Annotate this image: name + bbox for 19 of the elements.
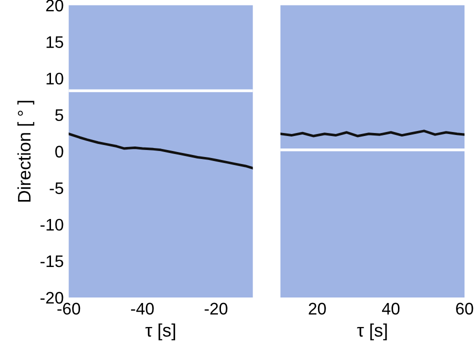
- line-series: [68, 132, 253, 170]
- x-tick-label: 40: [382, 302, 400, 315]
- y-tick-label: 10: [46, 72, 64, 85]
- y-tick-label: 0: [55, 146, 64, 158]
- y-tick-label: 15: [46, 36, 64, 48]
- x-tick-label: -20: [204, 302, 228, 315]
- y-tick-label: -20: [40, 292, 64, 304]
- y-tick-label: 20: [46, 0, 64, 12]
- y-tick-label: -10: [40, 218, 64, 231]
- x-tick-label: -60: [57, 302, 80, 315]
- x-axis-title: τ [s]: [145, 323, 176, 340]
- x-axis-title: τ [s]: [357, 323, 387, 340]
- x-tick-label: 20: [308, 302, 326, 315]
- y-tick-label: 5: [55, 109, 64, 122]
- x-tick-label: -40: [131, 302, 154, 315]
- x-tick-label: 60: [456, 302, 474, 315]
- y-axis-title: Direction [ ° ]: [17, 100, 34, 202]
- y-tick-label: -15: [40, 256, 64, 268]
- y-tick-label: -5: [50, 182, 64, 194]
